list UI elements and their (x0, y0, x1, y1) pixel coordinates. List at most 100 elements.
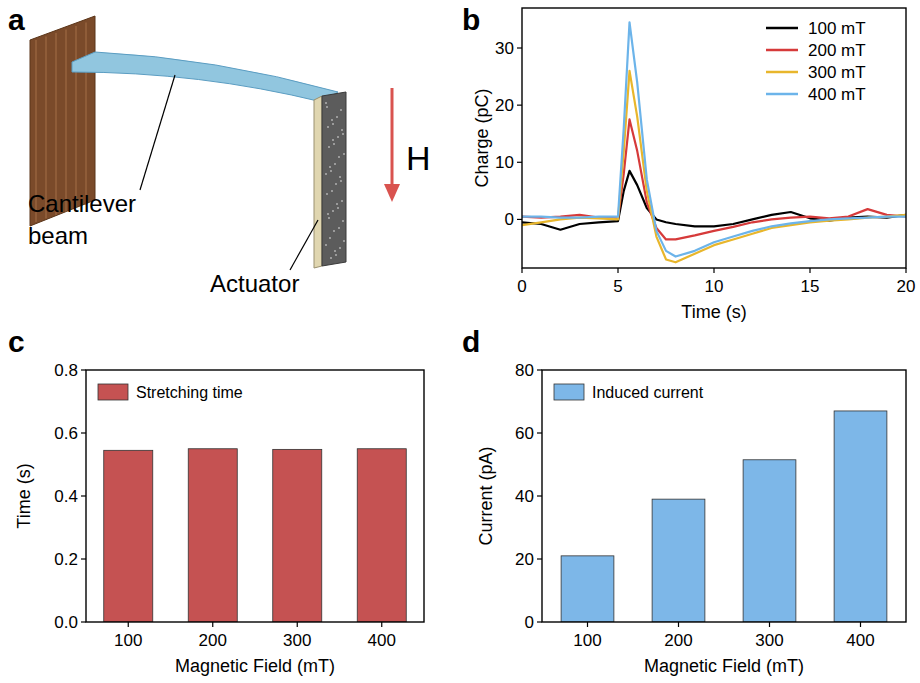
y-tick (537, 432, 542, 433)
x-tick (128, 622, 129, 627)
actuator-texture (342, 220, 344, 222)
actuator (322, 92, 346, 266)
panel-letter: b (462, 3, 480, 36)
x-tick-label: 100 (573, 631, 601, 650)
actuator-texture (329, 166, 331, 168)
panel-letter: c (8, 325, 25, 358)
bar (273, 449, 322, 622)
legend-label: 300 mT (808, 63, 866, 82)
y-tick (81, 432, 86, 433)
actuator-texture (326, 106, 328, 108)
panel-bar: c0.00.20.40.60.8100200300400Stretching t… (8, 325, 424, 676)
x-axis-title: Magnetic Field (mT) (644, 656, 804, 676)
plot-frame (522, 8, 906, 268)
legend-swatch (766, 27, 798, 30)
x-tick-label: 400 (846, 631, 874, 650)
x-axis-title: Magnetic Field (mT) (175, 656, 335, 676)
line-series (522, 22, 906, 256)
actuator-texture (327, 126, 329, 128)
actuator-texture (333, 143, 335, 145)
y-tick-label: 10 (495, 153, 514, 172)
actuator-texture (331, 119, 333, 121)
y-tick (537, 495, 542, 496)
y-axis-title: Charge (pC) (472, 88, 492, 187)
y-tick-label: 0.0 (54, 613, 78, 632)
legend-swatch (766, 49, 798, 52)
y-tick (537, 558, 542, 559)
y-tick (81, 495, 86, 496)
x-tick-label: 20 (897, 277, 916, 296)
line-series (522, 119, 906, 239)
panel-letter: d (462, 325, 480, 358)
x-tick-label: 100 (114, 631, 142, 650)
y-tick (517, 162, 522, 163)
y-tick (81, 621, 86, 622)
y-tick-label: 0.2 (54, 550, 78, 569)
bar (834, 411, 887, 622)
y-tick (517, 219, 522, 220)
bar (652, 499, 705, 622)
x-tick-label: 5 (613, 277, 622, 296)
actuator-texture (337, 136, 339, 138)
actuator-texture (334, 250, 336, 252)
actuator-texture (339, 176, 341, 178)
actuator-texture (336, 203, 338, 205)
y-tick-label: 60 (515, 424, 534, 443)
plot-area (104, 449, 407, 622)
wood-grain (65, 30, 67, 212)
actuator-texture (340, 109, 342, 111)
actuator-texture (325, 244, 327, 246)
plot-area (561, 411, 887, 622)
wood-grain (75, 26, 77, 208)
actuator-texture (335, 254, 337, 256)
panel-letter: a (8, 3, 25, 36)
actuator-texture (336, 116, 338, 118)
y-tick (537, 369, 542, 370)
actuator-texture (338, 156, 340, 158)
y-tick (81, 558, 86, 559)
x-tick-label: 400 (368, 631, 396, 650)
actuator-texture (337, 207, 339, 209)
bar (357, 449, 406, 622)
actuator-texture (329, 237, 331, 239)
leader-line (140, 75, 175, 190)
actuator-texture (342, 133, 344, 135)
x-tick (809, 268, 810, 273)
y-tick-label: 0 (505, 210, 514, 229)
y-tick-label: 0.8 (54, 361, 78, 380)
plot-area (522, 22, 906, 262)
x-tick (860, 622, 861, 627)
actuator-edge (314, 96, 322, 268)
diagram: aHCantileverbeamActuator (8, 3, 431, 297)
legend-swatch (766, 93, 798, 96)
actuator-texture (328, 217, 330, 219)
actuator-texture (335, 183, 337, 185)
x-tick (297, 622, 298, 627)
y-tick-label: 80 (515, 361, 534, 380)
legend-label: Stretching time (136, 384, 243, 401)
actuator-texture (333, 230, 335, 232)
actuator-texture (332, 123, 334, 125)
field-arrow (391, 88, 394, 186)
x-tick (678, 622, 679, 627)
wood-grain (85, 23, 87, 205)
actuator-texture (331, 190, 333, 192)
y-tick-label: 20 (495, 96, 514, 115)
x-tick-label: 0 (517, 277, 526, 296)
y-tick-label: 30 (495, 39, 514, 58)
y-axis-title: Time (s) (14, 463, 34, 528)
y-tick-label: 0.6 (54, 424, 78, 443)
x-tick-label: 300 (283, 631, 311, 650)
actuator-texture (328, 146, 330, 148)
x-axis-title: Time (s) (681, 302, 746, 322)
y-tick-label: 40 (515, 487, 534, 506)
actuator-texture (332, 210, 334, 212)
x-tick (212, 622, 213, 627)
y-axis-title: Current (pA) (476, 446, 496, 545)
x-tick (905, 268, 906, 273)
line-series (522, 171, 906, 230)
plot-frame (86, 370, 424, 622)
bar (104, 450, 153, 622)
x-tick (713, 268, 714, 273)
line-series (522, 71, 906, 262)
